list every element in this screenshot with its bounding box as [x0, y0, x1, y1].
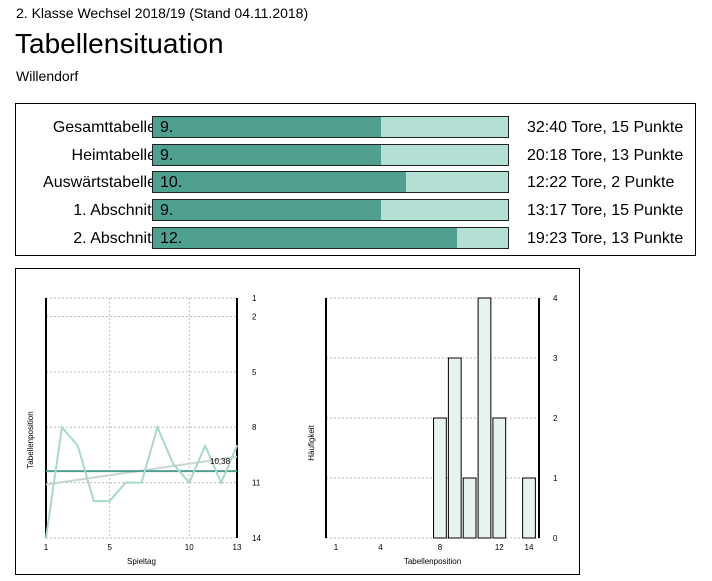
- histogram-x-tick: 14: [525, 543, 534, 552]
- page-title: Tabellensituation: [15, 28, 224, 59]
- position-bar-text: 10.: [160, 174, 183, 191]
- position-bar-fill: [153, 228, 458, 248]
- summary-row-gesamt: Gesamttabelle 9. 32:40 Tore, 15 Punkte: [16, 116, 695, 140]
- histogram-x-tick: 4: [378, 543, 383, 552]
- line-chart-x-tick: 10: [185, 543, 194, 552]
- line-chart-point: [172, 463, 175, 465]
- summary-row-label: Gesamttabelle: [52, 119, 156, 136]
- line-chart-point: [61, 426, 63, 429]
- line-chart-y-tick: 1: [252, 294, 257, 303]
- histogram-bar: [462, 477, 477, 539]
- line-chart-x-label: Spieltag: [127, 557, 156, 566]
- position-bar-text: 9.: [160, 119, 174, 136]
- position-bar-fill: [153, 200, 382, 220]
- summary-row-stats: 20:18 Tore, 13 Punkte: [527, 147, 684, 164]
- line-chart-x-tick: 13: [233, 543, 242, 552]
- summary-row-label: Auswärtstabelle: [43, 174, 156, 191]
- summary-row-auswaerts: Auswärtstabelle 10. 12:22 Tore, 2 Punkte: [16, 171, 695, 195]
- histogram-bar: [447, 357, 462, 539]
- line-chart-point: [204, 444, 206, 447]
- line-chart-y-label: Tabellenposition: [26, 411, 35, 468]
- histogram-bar: [492, 417, 507, 539]
- position-bar: 12.: [152, 227, 509, 249]
- histogram-x-tick: 12: [495, 543, 504, 552]
- summary-row-stats: 12:22 Tore, 2 Punkte: [527, 174, 675, 191]
- histogram-x-tick: 8: [438, 543, 443, 552]
- charts-panel: 10,38 1 2 5 8 11 14 1 5 10 13 Spieltag Tabellenposit…: [15, 268, 580, 575]
- position-bar-text: 9.: [160, 147, 174, 164]
- line-chart-y-tick: 5: [252, 368, 257, 377]
- line-chart-point: [124, 481, 127, 484]
- summary-row-stats: 13:17 Tore, 15 Punkte: [527, 202, 684, 219]
- histogram-x-tick: 1: [334, 543, 339, 552]
- histogram-y-tick: 2: [553, 414, 558, 423]
- line-chart-y-tick: 2: [252, 312, 257, 321]
- table-summary-panel: Gesamttabelle 9. 32:40 Tore, 15 Punkte H…: [15, 103, 696, 256]
- position-bar: 10.: [152, 171, 509, 193]
- histogram-y-label: Häufigkeit: [307, 424, 316, 460]
- histogram-bar: [477, 297, 492, 539]
- position-bar-text: 9.: [160, 202, 174, 219]
- line-chart-x-tick: 5: [107, 543, 112, 552]
- position-bar: 9.: [152, 116, 509, 138]
- summary-row-stats: 32:40 Tore, 15 Punkte: [527, 119, 684, 136]
- summary-row-heim: Heimtabelle 9. 20:18 Tore, 13 Punkte: [16, 144, 695, 168]
- summary-row-stats: 19:23 Tore, 13 Punkte: [527, 230, 684, 247]
- summary-row-abschnitt-2: 2. Abschnitt 12. 19:23 Tore, 13 Punkte: [16, 227, 695, 251]
- line-chart-point: [140, 481, 143, 484]
- season-subtitle: 2. Klasse Wechsel 2018/19 (Stand 04.11.2…: [16, 5, 309, 21]
- histogram-bar: [433, 417, 447, 539]
- line-chart-point: [188, 481, 191, 484]
- line-chart-point: [45, 537, 47, 539]
- position-bar-fill: [153, 117, 382, 137]
- position-bar-fill: [153, 172, 407, 192]
- line-chart-x-tick: 1: [44, 543, 49, 552]
- line-chart-point: [236, 444, 238, 447]
- histogram-bar: [522, 477, 536, 539]
- position-bar-fill: [153, 145, 382, 165]
- histogram-y-tick: 1: [553, 474, 558, 483]
- line-chart-point: [156, 426, 159, 429]
- summary-row-label: 2. Abschnitt: [73, 230, 156, 247]
- team-name: Willendorf: [16, 68, 79, 84]
- line-chart-average-label: 10,38: [210, 457, 231, 466]
- histogram-x-label: Tabellenposition: [404, 557, 461, 566]
- summary-row-label: 1. Abschnitt: [73, 202, 156, 219]
- line-chart-point: [77, 444, 79, 447]
- summary-row-label: Heimtabelle: [71, 147, 156, 164]
- position-bar-text: 12.: [160, 230, 183, 247]
- line-chart-point: [108, 500, 111, 502]
- histogram-y-tick: 4: [553, 294, 558, 303]
- line-chart-point: [220, 481, 222, 484]
- histogram-y-tick: 3: [553, 354, 558, 363]
- line-chart-point: [92, 500, 95, 502]
- histogram-y-tick: 0: [553, 534, 558, 543]
- line-chart-y-tick: 14: [252, 534, 261, 543]
- line-chart-y-tick: 11: [252, 479, 261, 488]
- position-bar: 9.: [152, 144, 509, 166]
- line-chart-y-tick: 8: [252, 423, 257, 432]
- summary-row-abschnitt-1: 1. Abschnitt 9. 13:17 Tore, 15 Punkte: [16, 199, 695, 223]
- position-bar: 9.: [152, 199, 509, 221]
